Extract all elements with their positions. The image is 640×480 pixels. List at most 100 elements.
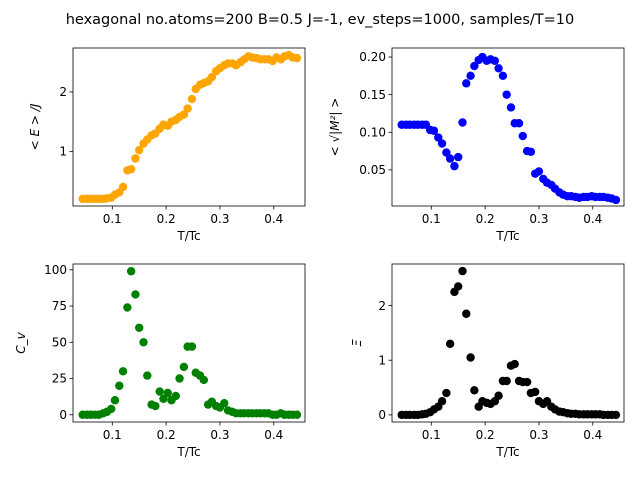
x-tick-label: 0.2 [157, 212, 176, 226]
data-point [292, 410, 302, 419]
x-axis-label: T/Tc [495, 445, 519, 459]
subplot-susceptibility: 0.1 0.2 0.3 0.4 0 1 2 T/Tc Ξ [350, 263, 625, 459]
data-point [470, 386, 479, 395]
y-tick-label: 0 [378, 408, 386, 422]
axes-frame [391, 263, 625, 423]
y-axis-label: C_v [14, 331, 28, 353]
data-point [175, 374, 184, 383]
data-point [110, 396, 120, 405]
data-point [445, 339, 455, 349]
data-point [470, 61, 479, 71]
data-point [107, 404, 116, 414]
data-point [445, 154, 455, 163]
data-point [437, 397, 447, 406]
data-point [155, 387, 164, 396]
x-axis-label: T/Tc [176, 229, 200, 243]
data-point [518, 131, 527, 141]
data-point [462, 309, 471, 318]
x-axis-label: T/Tc [495, 229, 519, 243]
x-tick-label: 0.1 [103, 212, 122, 226]
x-axis-label: T/Tc [176, 445, 200, 459]
data-point [437, 139, 447, 148]
x-tick-label: 0.2 [476, 212, 495, 226]
x-tick-label: 0.1 [422, 428, 441, 442]
data-point [123, 303, 132, 312]
axes-frame [72, 263, 306, 423]
data-point [498, 71, 508, 81]
y-axis-label: < √|M²| > [328, 98, 342, 157]
data-point [187, 342, 197, 351]
y-tick-label: 1 [59, 145, 67, 159]
data-point [131, 290, 140, 299]
data-point [131, 154, 140, 163]
y-tick-label: 2 [378, 299, 386, 313]
data-point [159, 394, 168, 404]
x-tick-label: 0.4 [583, 428, 602, 442]
data-point [462, 79, 471, 88]
x-tick-label: 0.2 [157, 428, 176, 442]
data-point [494, 391, 503, 400]
axes-frame [72, 47, 306, 207]
data-point [187, 94, 197, 104]
y-tick-label: 0.20 [359, 50, 386, 64]
x-tick-label: 0.2 [476, 428, 495, 442]
data-point [502, 376, 511, 386]
data-point [434, 133, 443, 142]
data-point [534, 167, 544, 176]
data-point [183, 104, 192, 113]
data-point [163, 388, 172, 398]
data-point [458, 266, 467, 276]
figure-title: hexagonal no.atoms=200 B=0.5 J=-1, ev_st… [66, 12, 575, 28]
y-tick-label: 75 [52, 299, 67, 313]
y-tick-label: 0.15 [359, 88, 386, 102]
data-point [526, 147, 536, 157]
x-tick-label: 0.3 [529, 428, 548, 442]
data-point [143, 371, 152, 380]
subplot-energy: 0.1 0.2 0.3 0.4 1 2 T/Tc < E > /J [28, 47, 306, 243]
subplot-magnetization: 0.1 0.2 0.3 0.4 0.05 0.10 0.15 0.20 T/Tc < √|M²| … [328, 47, 625, 243]
data-point [514, 119, 524, 128]
x-tick-label: 0.3 [210, 428, 229, 442]
data-point [466, 71, 475, 81]
data-point [139, 338, 148, 347]
data-point [466, 353, 475, 362]
data-point [506, 103, 516, 112]
axes-frame [391, 47, 625, 207]
data-point [611, 195, 621, 205]
data-point [118, 182, 128, 192]
data-point [135, 323, 144, 332]
data-point [429, 126, 439, 135]
data-point [442, 388, 451, 398]
data-point [611, 410, 621, 420]
data-point [442, 148, 451, 157]
data-point [490, 56, 500, 65]
x-tick-label: 0.1 [422, 212, 441, 226]
data-point [458, 118, 467, 127]
y-tick-label: 2 [59, 85, 67, 99]
data-point [502, 90, 511, 99]
data-point [510, 359, 519, 369]
data-point [151, 401, 160, 411]
data-point [199, 375, 208, 385]
data-point [207, 72, 217, 82]
x-tick-label: 0.3 [529, 212, 548, 226]
data-point [126, 267, 136, 276]
y-tick-label: 50 [52, 335, 67, 349]
x-tick-label: 0.4 [264, 212, 283, 226]
data-point [118, 367, 128, 376]
data-point [126, 164, 136, 174]
x-tick-label: 0.4 [264, 428, 283, 442]
data-point [179, 362, 189, 372]
y-tick-label: 1 [378, 353, 386, 367]
y-tick-label: 0 [59, 408, 67, 422]
data-point [522, 377, 532, 387]
y-tick-label: 0.10 [359, 125, 386, 139]
y-tick-label: 25 [52, 372, 67, 386]
subplot-heat-capacity: 0.1 0.2 0.3 0.4 0 25 50 75 100 T/Tc C_v [14, 263, 306, 459]
data-point [454, 152, 463, 162]
y-tick-label: 100 [44, 263, 67, 277]
y-tick-label: 0.05 [359, 163, 386, 177]
x-tick-label: 0.1 [103, 428, 122, 442]
data-point [220, 398, 229, 408]
